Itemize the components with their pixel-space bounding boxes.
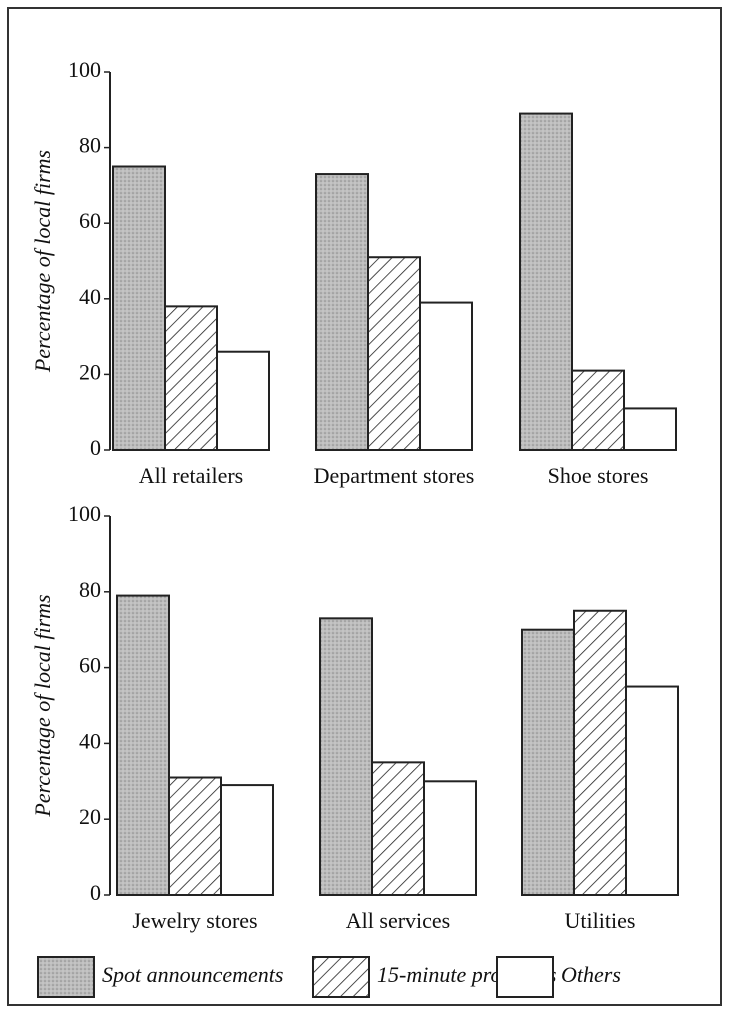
y-tick-label: 0 xyxy=(90,435,101,460)
y-tick-label: 20 xyxy=(79,359,101,384)
legend-label: Others xyxy=(561,962,621,987)
legend-label: Spot announcements xyxy=(102,962,283,987)
bar xyxy=(164,305,218,451)
bar xyxy=(116,594,170,897)
y-tick-label: 40 xyxy=(79,728,101,753)
y-axis-label: Percentage of local firms xyxy=(30,150,55,373)
y-axis-label: Percentage of local firms xyxy=(30,594,55,817)
bar xyxy=(216,350,270,451)
bar xyxy=(623,407,677,452)
x-tick-label: Shoe stores xyxy=(548,463,649,488)
frame xyxy=(7,7,722,1006)
x-tick-label: All retailers xyxy=(139,463,243,488)
bar xyxy=(573,609,627,896)
bar xyxy=(315,173,369,451)
x-tick-label: Utilities xyxy=(565,908,636,933)
y-tick-label: 100 xyxy=(68,57,101,82)
legend-swatch xyxy=(37,956,95,998)
bar xyxy=(371,761,425,896)
x-tick-label: All services xyxy=(346,908,450,933)
x-tick-label: Department stores xyxy=(314,463,475,488)
y-tick-label: 40 xyxy=(79,284,101,309)
legend-swatch xyxy=(496,956,554,998)
bar xyxy=(519,112,573,452)
bar xyxy=(423,780,477,896)
y-tick-label: 20 xyxy=(79,804,101,829)
bar xyxy=(112,165,166,451)
y-tick-label: 80 xyxy=(79,133,101,158)
legend-swatch xyxy=(312,956,370,998)
bar xyxy=(367,256,421,451)
bar xyxy=(625,685,679,896)
bar xyxy=(168,776,222,897)
bar xyxy=(319,617,373,897)
bar xyxy=(521,628,575,896)
y-tick-label: 60 xyxy=(79,653,101,678)
y-tick-label: 80 xyxy=(79,577,101,602)
bar xyxy=(220,784,274,897)
bar xyxy=(571,369,625,451)
x-tick-label: Jewelry stores xyxy=(132,908,257,933)
bar xyxy=(419,301,473,451)
y-tick-label: 60 xyxy=(79,208,101,233)
y-tick-label: 0 xyxy=(90,880,101,905)
y-tick-label: 100 xyxy=(68,501,101,526)
